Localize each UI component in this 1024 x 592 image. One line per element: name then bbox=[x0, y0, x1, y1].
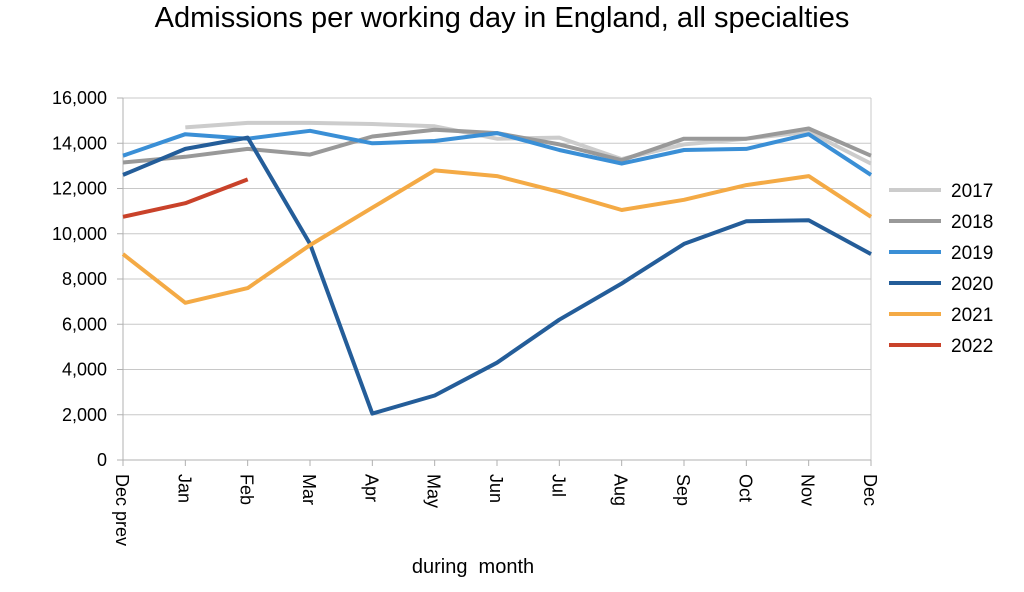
x-tick-label: Dec prev bbox=[112, 474, 132, 546]
x-tick-label: Dec bbox=[860, 474, 880, 506]
legend-label: 2019 bbox=[951, 243, 993, 264]
y-tick-label: 16,000 bbox=[52, 88, 107, 108]
x-tick-label: Jan bbox=[174, 474, 194, 503]
chart-title: Admissions per working day in England, a… bbox=[154, 2, 850, 34]
x-tick-label: May bbox=[424, 474, 444, 508]
y-tick-label: 12,000 bbox=[52, 179, 107, 199]
x-tick-label: Jun bbox=[486, 474, 506, 503]
x-tick-label: Feb bbox=[237, 474, 257, 505]
x-tick-label: Apr bbox=[361, 474, 381, 502]
x-tick-label: Aug bbox=[611, 474, 631, 506]
y-tick-label: 0 bbox=[97, 450, 107, 470]
x-axis-tick-labels: Dec prev Jan Feb Mar Apr May Jun Jul Aug Sep Oct No… bbox=[112, 474, 880, 546]
x-axis-label: during month bbox=[412, 556, 534, 578]
legend-label: 2021 bbox=[951, 305, 993, 326]
series-line-2020 bbox=[122, 135, 872, 416]
y-tick-label: 8,000 bbox=[62, 269, 107, 289]
x-tick-label: Nov bbox=[798, 474, 818, 506]
x-tick-label: Jul bbox=[548, 474, 568, 497]
y-tick-label: 6,000 bbox=[62, 314, 107, 334]
gridlines bbox=[123, 97, 872, 460]
series-line-2021 bbox=[121, 168, 873, 305]
legend-label: 2020 bbox=[951, 274, 993, 295]
legend-label: 2022 bbox=[951, 336, 993, 357]
series-line-2022 bbox=[122, 177, 249, 219]
y-tick-label: 2,000 bbox=[62, 405, 107, 425]
legend-label: 2017 bbox=[951, 181, 993, 202]
legend: 2017 2018 2019 2020 2021 2022 bbox=[889, 181, 993, 357]
legend-label: 2018 bbox=[951, 212, 993, 233]
x-tick-label: Mar bbox=[299, 474, 319, 505]
y-axis-tick-labels: 0 2,000 4,000 6,000 8,000 10,000 12,000 14,000 1… bbox=[52, 88, 107, 470]
x-tick-label: Sep bbox=[673, 474, 693, 506]
x-tick-label: Oct bbox=[735, 474, 755, 502]
series-lines bbox=[121, 120, 873, 416]
y-tick-label: 10,000 bbox=[52, 224, 107, 244]
y-tick-label: 4,000 bbox=[62, 360, 107, 380]
y-tick-label: 14,000 bbox=[52, 133, 107, 153]
axes bbox=[117, 97, 872, 466]
